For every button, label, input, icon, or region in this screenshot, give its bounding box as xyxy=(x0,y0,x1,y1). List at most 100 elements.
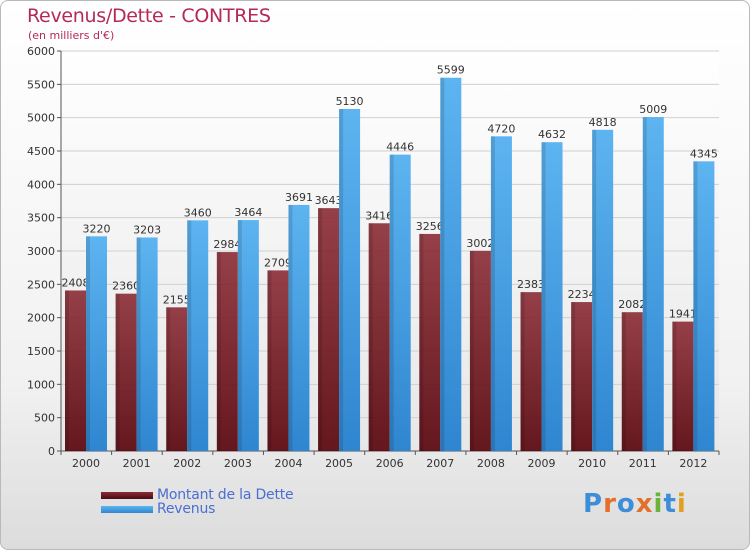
revenue-bar xyxy=(237,220,259,451)
debt-value-label: 2234 xyxy=(568,288,596,301)
revenue-bar-shade xyxy=(490,136,495,452)
y-tick-label: 4500 xyxy=(27,145,55,158)
revenue-value-label: 5009 xyxy=(639,103,667,116)
revenue-value-label: 3203 xyxy=(133,223,161,236)
revenue-value-label: 3220 xyxy=(83,222,111,235)
x-tick-label: 2004 xyxy=(274,457,302,470)
logo-letter: i xyxy=(653,489,664,519)
debt-bar-shade xyxy=(368,223,373,451)
debt-bar-shade xyxy=(166,307,171,451)
x-tick-label: 2003 xyxy=(224,457,252,470)
debt-bar-shade xyxy=(318,208,323,451)
revenue-bar xyxy=(592,129,614,452)
revenue-value-label: 5130 xyxy=(336,95,364,108)
y-tick-label: 6000 xyxy=(27,45,55,58)
logo-letter: P xyxy=(583,489,604,519)
revenue-bar-shade xyxy=(541,142,546,451)
debt-bar-shade xyxy=(216,252,221,451)
debt-bar xyxy=(621,312,643,451)
debt-bar-shade xyxy=(672,321,677,451)
logo-letter: t xyxy=(663,489,677,519)
revenue-bar-shade xyxy=(136,237,141,451)
debt-bar xyxy=(267,270,289,451)
y-tick-label: 4000 xyxy=(27,178,55,191)
revenue-bar xyxy=(86,236,107,451)
debt-bar xyxy=(216,252,238,451)
legend-swatch-revenue xyxy=(101,506,153,513)
revenue-bar xyxy=(541,142,563,451)
revenue-bar-shade xyxy=(642,117,647,452)
legend-label-revenue: Revenus xyxy=(157,501,216,517)
revenue-value-label: 4720 xyxy=(487,122,515,135)
revenue-bar-shade xyxy=(693,161,698,452)
revenue-value-label: 4446 xyxy=(386,141,414,154)
revenue-bar xyxy=(136,237,158,451)
x-tick-label: 2011 xyxy=(629,457,657,470)
debt-bar-shade xyxy=(115,293,120,451)
y-tick-label: 1000 xyxy=(27,378,55,391)
logo-letter: o xyxy=(616,489,636,519)
revenue-bar xyxy=(389,154,411,451)
x-tick-label: 2002 xyxy=(173,457,201,470)
debt-value-label: 2360 xyxy=(112,280,140,293)
x-tick-label: 2010 xyxy=(578,457,606,470)
proxiti-logo: Proxiti xyxy=(583,489,687,519)
debt-bar xyxy=(571,302,593,451)
revenue-bar xyxy=(693,161,715,452)
revenue-value-label: 5599 xyxy=(437,64,465,77)
logo-letter: i xyxy=(676,489,687,519)
x-tick-label: 2006 xyxy=(376,457,404,470)
debt-value-label: 3002 xyxy=(466,237,494,250)
x-tick-label: 2009 xyxy=(528,457,556,470)
y-tick-label: 2000 xyxy=(27,312,55,325)
revenue-bar-shade xyxy=(389,154,394,451)
debt-value-label: 2408 xyxy=(62,276,90,289)
debt-bar-shade xyxy=(520,292,525,451)
chart-subtitle: (en milliers d'€) xyxy=(28,29,115,42)
revenue-bar xyxy=(288,204,310,451)
debt-bar-shade xyxy=(419,233,424,451)
debt-bar xyxy=(115,293,137,451)
x-tick-label: 2007 xyxy=(426,457,454,470)
revenue-bar-shade xyxy=(288,204,293,451)
revenue-value-label: 4632 xyxy=(538,128,566,141)
revenue-bar-shade xyxy=(440,77,445,451)
debt-value-label: 3256 xyxy=(416,220,444,233)
debt-bar xyxy=(520,292,542,451)
debt-bar xyxy=(368,223,390,451)
y-tick-label: 5000 xyxy=(27,112,55,125)
revenue-bar-shade xyxy=(187,220,192,451)
x-tick-label: 2012 xyxy=(679,457,707,470)
debt-bar xyxy=(672,321,694,451)
revenue-bar-shade xyxy=(339,109,344,451)
debt-bar xyxy=(419,233,441,451)
debt-bar-shade xyxy=(571,302,576,451)
debt-bar-shade xyxy=(469,250,474,451)
x-tick-label: 2008 xyxy=(477,457,505,470)
revenue-value-label: 4345 xyxy=(690,147,718,160)
debt-bar xyxy=(65,290,86,451)
y-tick-label: 5500 xyxy=(27,78,55,91)
debt-value-label: 2383 xyxy=(517,278,545,291)
debt-bar-shade xyxy=(267,270,272,451)
x-tick-label: 2005 xyxy=(325,457,353,470)
y-tick-label: 2500 xyxy=(27,278,55,291)
debt-value-label: 3643 xyxy=(315,194,343,207)
y-tick-label: 3000 xyxy=(27,245,55,258)
revenue-bar-shade xyxy=(592,129,597,452)
revenue-value-label: 4818 xyxy=(589,116,617,129)
y-tick-label: 0 xyxy=(48,445,55,458)
legend-swatch-debt xyxy=(101,492,153,499)
debt-value-label: 1941 xyxy=(669,308,697,321)
x-tick-label: 2001 xyxy=(123,457,151,470)
logo-letter: r xyxy=(603,489,617,519)
debt-bar xyxy=(166,307,188,451)
revenue-bar xyxy=(642,117,664,452)
chart-title: Revenus/Dette - CONTRES xyxy=(27,5,271,27)
y-tick-label: 500 xyxy=(34,412,55,425)
debt-bar-shade xyxy=(621,312,626,451)
revenue-bar-shade xyxy=(237,220,242,451)
debt-bar xyxy=(318,208,340,451)
